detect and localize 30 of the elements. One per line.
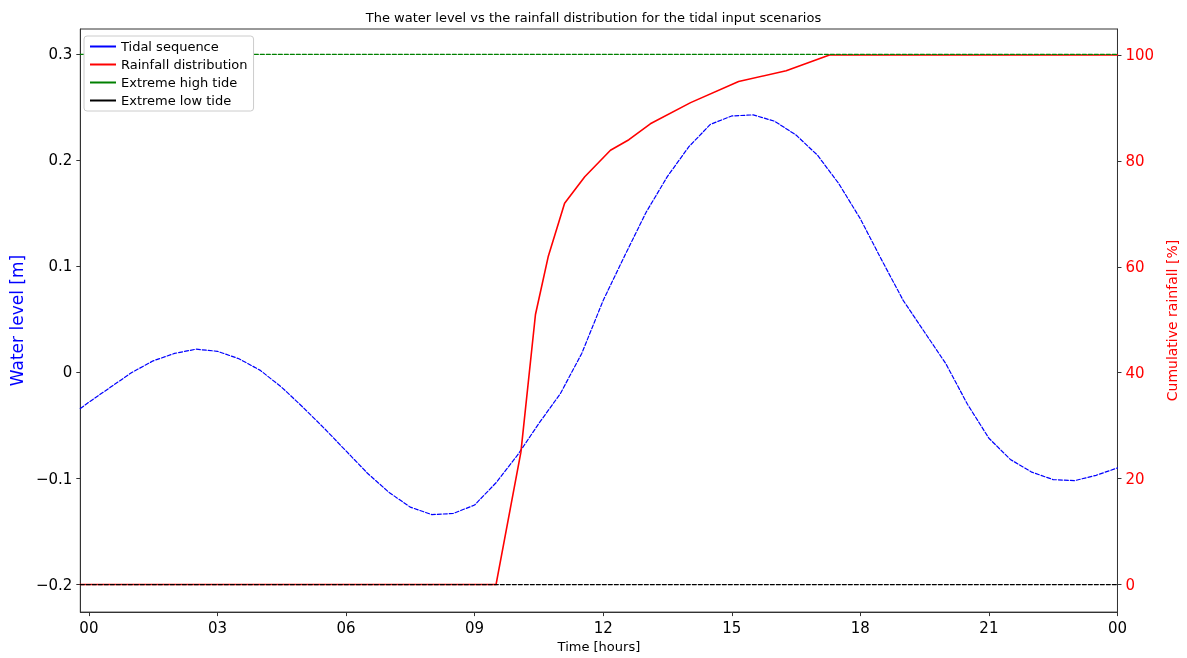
y2-tick-label: 100 xyxy=(1125,45,1155,64)
x-tick-label: 18 xyxy=(850,618,870,637)
x-tick-label: 03 xyxy=(207,618,228,637)
legend-label: Extreme low tide xyxy=(121,93,232,108)
y-tick-label: 0.1 xyxy=(48,257,73,276)
x-tick-label: 15 xyxy=(722,618,742,637)
legend-label: Rainfall distribution xyxy=(121,57,248,72)
y2-tick-label: 20 xyxy=(1125,469,1145,488)
y-tick-label: −0.2 xyxy=(35,575,73,594)
y2-axis-title: Cumulative rainfall [%] xyxy=(1164,239,1180,402)
x-tick-label: 00 xyxy=(1107,618,1128,637)
y-tick-label: 0.2 xyxy=(48,151,73,170)
y2-tick-label: 60 xyxy=(1125,257,1145,276)
y-axis-title: Water level [m] xyxy=(6,254,27,387)
y2-tick-label: 40 xyxy=(1125,363,1145,382)
x-tick-label: 00 xyxy=(79,618,99,637)
y2-tick-label: 80 xyxy=(1125,151,1145,170)
y-tick-label: 0 xyxy=(62,363,73,382)
x-tick-label: 06 xyxy=(336,618,356,637)
chart-title: The water level vs the rainfall distribution for the tidal input scenarios xyxy=(364,10,822,25)
x-tick-label: 12 xyxy=(593,618,613,637)
y-tick-label: 0.3 xyxy=(48,45,73,64)
y2-tick-label: 0 xyxy=(1125,575,1136,594)
legend-label: Tidal sequence xyxy=(120,39,219,54)
x-tick-label: 09 xyxy=(465,618,485,637)
y-tick-label: −0.1 xyxy=(35,469,73,488)
legend-label: Extreme high tide xyxy=(121,75,238,90)
line-series xyxy=(79,114,1119,516)
x-tick-label: 21 xyxy=(979,618,999,637)
x-axis-title: Time [hours] xyxy=(556,639,641,654)
